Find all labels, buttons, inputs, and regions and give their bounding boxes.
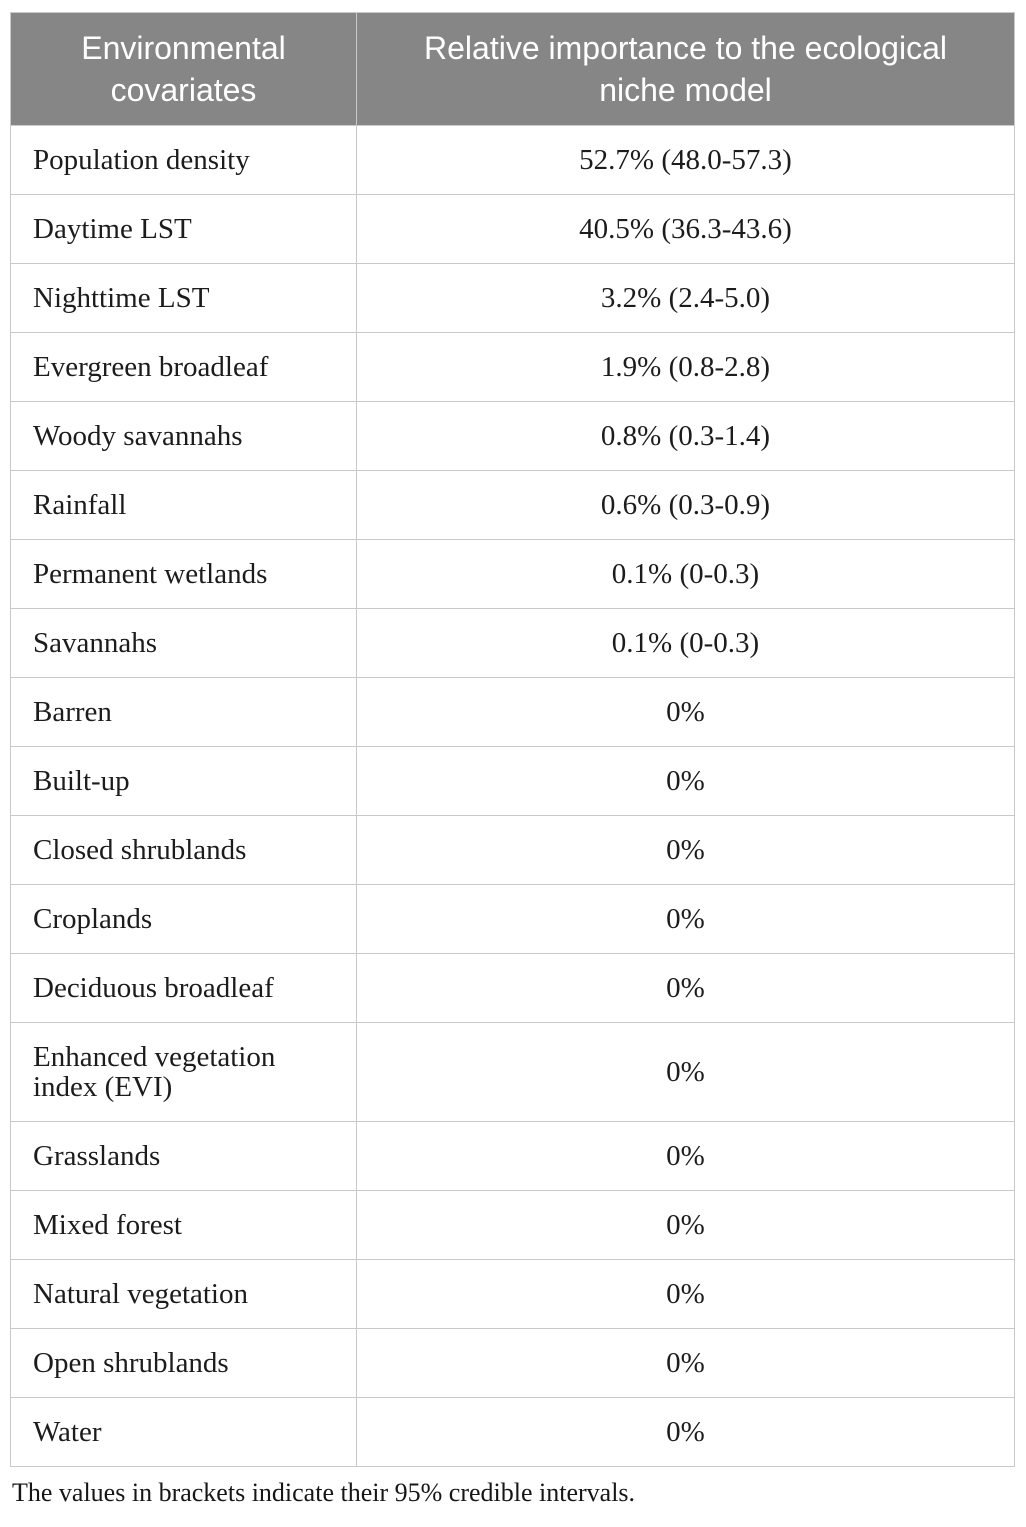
covariate-cell: Nighttime LST	[10, 263, 357, 333]
covariate-cell: Deciduous broadleaf	[10, 953, 357, 1023]
covariate-cell: Built-up	[10, 746, 357, 816]
table-row: Woody savannahs 0.8% (0.3-1.4)	[10, 401, 1015, 471]
table-footnote: The values in brackets indicate their 95…	[12, 1478, 636, 1507]
importance-cell: 0%	[356, 815, 1015, 885]
covariate-cell: Enhanced vegetation index (EVI)	[10, 1022, 357, 1122]
covariates-table: Environmental covariates Relative import…	[10, 12, 1015, 1467]
covariate-cell: Open shrublands	[10, 1328, 357, 1398]
header-cell-relative-importance: Relative importance to the ecological ni…	[356, 12, 1015, 126]
covariate-cell: Population density	[10, 125, 357, 195]
table-row: Natural vegetation 0%	[10, 1259, 1015, 1329]
table-header: Environmental covariates Relative import…	[10, 12, 1015, 126]
header-cell-environmental-covariates: Environmental covariates	[10, 12, 357, 126]
table-row: Daytime LST 40.5% (36.3-43.6)	[10, 194, 1015, 264]
importance-cell: 0%	[356, 746, 1015, 816]
table-row: Deciduous broadleaf 0%	[10, 953, 1015, 1023]
importance-cell: 0%	[356, 677, 1015, 747]
importance-cell: 0.1% (0-0.3)	[356, 608, 1015, 678]
importance-cell: 0%	[356, 1121, 1015, 1191]
importance-cell: 0%	[356, 1397, 1015, 1467]
importance-cell: 52.7% (48.0-57.3)	[356, 125, 1015, 195]
importance-cell: 0%	[356, 1190, 1015, 1260]
importance-cell: 0%	[356, 1259, 1015, 1329]
covariate-cell: Natural vegetation	[10, 1259, 357, 1329]
importance-cell: 1.9% (0.8-2.8)	[356, 332, 1015, 402]
covariate-cell: Evergreen broadleaf	[10, 332, 357, 402]
table-row: Open shrublands 0%	[10, 1328, 1015, 1398]
table-row: Rainfall 0.6% (0.3-0.9)	[10, 470, 1015, 540]
covariate-cell: Mixed forest	[10, 1190, 357, 1260]
importance-cell: 0.8% (0.3-1.4)	[356, 401, 1015, 471]
table-row: Barren 0%	[10, 677, 1015, 747]
importance-cell: 0%	[356, 1328, 1015, 1398]
covariate-cell: Croplands	[10, 884, 357, 954]
table-row: Enhanced vegetation index (EVI) 0%	[10, 1022, 1015, 1122]
importance-cell: 0%	[356, 953, 1015, 1023]
covariate-cell: Water	[10, 1397, 357, 1467]
importance-cell: 3.2% (2.4-5.0)	[356, 263, 1015, 333]
covariate-cell: Rainfall	[10, 470, 357, 540]
table-row: Evergreen broadleaf 1.9% (0.8-2.8)	[10, 332, 1015, 402]
covariate-cell: Woody savannahs	[10, 401, 357, 471]
covariate-cell: Daytime LST	[10, 194, 357, 264]
covariate-cell: Permanent wetlands	[10, 539, 357, 609]
importance-cell: 0%	[356, 884, 1015, 954]
header-row: Environmental covariates Relative import…	[10, 12, 1015, 126]
importance-cell: 0%	[356, 1022, 1015, 1122]
importance-cell: 0.1% (0-0.3)	[356, 539, 1015, 609]
table-row: Mixed forest 0%	[10, 1190, 1015, 1260]
importance-cell: 40.5% (36.3-43.6)	[356, 194, 1015, 264]
table-row: Croplands 0%	[10, 884, 1015, 954]
covariate-cell: Savannahs	[10, 608, 357, 678]
table-row: Closed shrublands 0%	[10, 815, 1015, 885]
covariate-cell: Grasslands	[10, 1121, 357, 1191]
table-body: Population density 52.7% (48.0-57.3) Day…	[10, 125, 1015, 1467]
table-row: Permanent wetlands 0.1% (0-0.3)	[10, 539, 1015, 609]
covariate-cell: Barren	[10, 677, 357, 747]
table-row: Population density 52.7% (48.0-57.3)	[10, 125, 1015, 195]
table-row: Savannahs 0.1% (0-0.3)	[10, 608, 1015, 678]
table-row: Water 0%	[10, 1397, 1015, 1467]
table-row: Grasslands 0%	[10, 1121, 1015, 1191]
table-row: Built-up 0%	[10, 746, 1015, 816]
importance-cell: 0.6% (0.3-0.9)	[356, 470, 1015, 540]
table-row: Nighttime LST 3.2% (2.4-5.0)	[10, 263, 1015, 333]
covariate-cell: Closed shrublands	[10, 815, 357, 885]
